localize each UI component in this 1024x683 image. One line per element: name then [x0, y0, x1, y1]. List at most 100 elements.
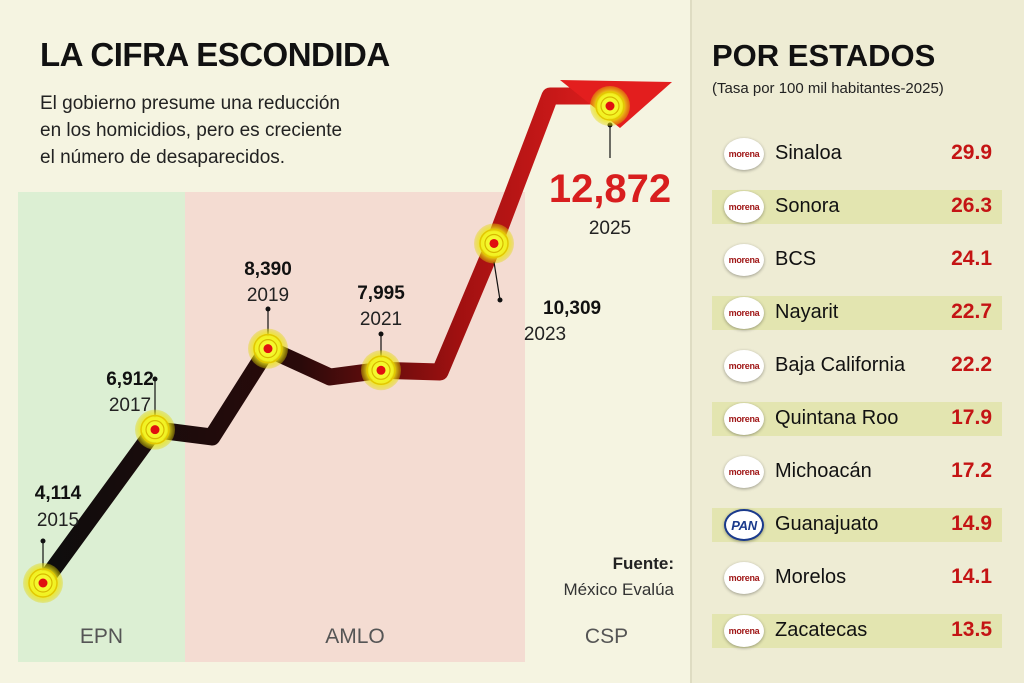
period-band: [185, 192, 525, 662]
state-name: Sinaloa: [775, 142, 842, 164]
party-name: morena: [728, 361, 760, 371]
party-name: morena: [728, 255, 760, 265]
page-subtitle: El gobierno presume una reducción en los…: [40, 90, 440, 171]
state-rate: 26.3: [951, 194, 992, 217]
state-rate: 13.5: [951, 618, 992, 641]
period-label: EPN: [80, 625, 123, 648]
state-rate: 29.9: [951, 141, 992, 164]
point-ring: [258, 339, 278, 359]
data-value-label: 6,912: [106, 369, 154, 390]
data-value-label: 7,995: [357, 283, 405, 304]
data-point: [489, 238, 499, 248]
state-name: BCS: [775, 248, 817, 270]
point-ring: [33, 573, 53, 593]
point-ring: [145, 420, 165, 440]
subtitle-line: el número de desaparecidos.: [40, 147, 286, 168]
leader-dot: [378, 331, 384, 337]
state-name: Sonora: [775, 195, 840, 217]
state-name: Morelos: [775, 566, 847, 588]
state-rate: 24.1: [951, 247, 992, 270]
data-point: [38, 578, 48, 588]
state-row: morena BCS 24.1: [712, 243, 1002, 277]
point-ring: [366, 355, 396, 386]
data-point: [150, 425, 160, 435]
state-name: Zacatecas: [775, 619, 868, 641]
point-ring: [484, 233, 504, 254]
subtitle-line: El gobierno presume una reducción: [40, 93, 340, 114]
point-ring: [253, 333, 283, 364]
state-row: morena Zacatecas 13.5: [712, 614, 1002, 648]
page-title: LA CIFRA ESCONDIDA: [40, 36, 390, 73]
data-value-label: 8,390: [244, 259, 292, 280]
chart-panel: EPN AMLO CSP 4,114 2015 6,912 2017 8,390 2019 7,9…: [18, 36, 688, 662]
morena-logo-icon: morena: [724, 615, 764, 647]
year-label: 2015: [37, 510, 79, 531]
state-rate: 17.2: [951, 459, 992, 482]
line-chart: EPN AMLO CSP 4,114 2015 6,912 2017 8,390 2019 7,9…: [18, 80, 688, 662]
source-value: México Evalúa: [563, 580, 674, 599]
data-line: [37, 90, 636, 589]
party-name: morena: [728, 202, 760, 212]
data-point: [263, 344, 273, 354]
data-value-label: 10,309: [543, 298, 601, 319]
states-panel: POR ESTADOS (Tasa por 100 mil habitantes…: [690, 0, 1024, 683]
state-row: morena Morelos 14.1: [712, 561, 1002, 595]
state-row: morena Nayarit 22.7: [712, 296, 1002, 330]
party-name: PAN: [731, 517, 757, 533]
leader-dot: [40, 538, 46, 544]
party-name: morena: [728, 626, 760, 636]
data-value-label: 12,872: [549, 167, 671, 211]
state-row: morena Michoacán 17.2: [712, 455, 1002, 489]
state-row: PAN Guanajuato 14.9: [712, 508, 1002, 542]
year-label: 2023: [524, 324, 566, 345]
data-value-label: 4,114: [35, 483, 82, 504]
point-ring: [600, 96, 620, 116]
year-label: 2017: [109, 395, 151, 416]
point-ring: [371, 360, 391, 380]
leader-dot: [497, 297, 503, 303]
data-point: [605, 101, 615, 111]
state-rate: 14.9: [951, 512, 992, 535]
year-label: 2025: [589, 218, 631, 239]
party-name: morena: [728, 573, 760, 583]
state-row: morena Baja California 22.2: [712, 349, 1002, 383]
state-name: Guanajuato: [775, 513, 879, 535]
state-rate: 17.9: [951, 406, 992, 429]
point-ring: [140, 414, 170, 445]
pan-logo-icon: PAN: [724, 509, 764, 541]
party-name: morena: [728, 414, 760, 424]
leader-dot: [265, 306, 271, 312]
state-rate: 22.2: [951, 353, 992, 376]
party-name: morena: [728, 308, 760, 318]
state-name: Michoacán: [775, 460, 872, 482]
period-band: [525, 192, 688, 662]
data-point: [376, 365, 386, 375]
leader-dot: [152, 376, 158, 382]
party-name: morena: [728, 149, 760, 159]
state-name: Quintana Roo: [775, 407, 899, 429]
morena-logo-icon: morena: [724, 350, 764, 382]
morena-logo-icon: morena: [724, 403, 764, 435]
state-name: Baja California: [775, 354, 906, 376]
year-label: 2019: [247, 285, 289, 306]
morena-logo-icon: morena: [724, 244, 764, 276]
morena-logo-icon: morena: [724, 456, 764, 488]
morena-logo-icon: morena: [724, 562, 764, 594]
period-label: AMLO: [325, 625, 385, 648]
morena-logo-icon: morena: [724, 138, 764, 170]
year-label: 2021: [360, 309, 402, 330]
point-ring: [28, 568, 58, 598]
source-label: Fuente:: [613, 554, 674, 573]
leader-line: [493, 261, 501, 301]
period-label: CSP: [585, 625, 628, 648]
subtitle-line: en los homicidios, pero es creciente: [40, 120, 343, 141]
state-name: Nayarit: [775, 301, 839, 323]
morena-logo-icon: morena: [724, 191, 764, 223]
morena-logo-icon: morena: [724, 297, 764, 329]
states-title: POR ESTADOS: [712, 38, 936, 73]
states-subtitle: (Tasa por 100 mil habitantes-2025): [712, 80, 944, 97]
state-row: morena Sinaloa 29.9: [712, 137, 1002, 171]
point-ring: [595, 91, 625, 121]
state-rate: 14.1: [951, 565, 992, 588]
state-row: morena Sonora 26.3: [712, 190, 1002, 224]
